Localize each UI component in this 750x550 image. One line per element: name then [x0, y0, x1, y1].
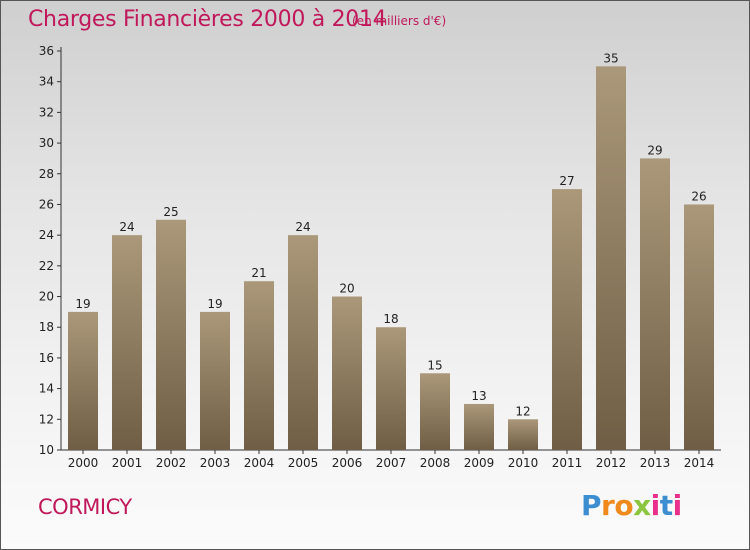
data-label: 12 [515, 404, 530, 418]
bar [200, 311, 230, 450]
logo-letter: r [601, 489, 615, 522]
y-tick-label: 20 [39, 290, 54, 304]
x-tick-label: 2014 [684, 456, 715, 470]
bar [288, 235, 318, 450]
y-tick-label: 12 [39, 412, 54, 426]
data-label: 27 [559, 174, 574, 188]
x-tick-label: 2004 [244, 456, 275, 470]
bar [464, 403, 494, 450]
y-tick-label: 24 [39, 228, 54, 242]
bar [640, 158, 670, 450]
data-label: 18 [383, 312, 398, 326]
x-tick-label: 2001 [112, 456, 143, 470]
bar [376, 327, 406, 450]
x-tick-label: 2000 [68, 456, 99, 470]
x-tick-label: 2009 [464, 456, 495, 470]
chart-title: Charges Financières 2000 à 2014 [28, 7, 387, 32]
logo-letter: P [581, 489, 602, 522]
x-tick-label: 2010 [508, 456, 539, 470]
y-tick-label: 32 [39, 105, 54, 119]
proxiti-logo: Proxiti [581, 489, 682, 522]
data-label: 35 [603, 51, 618, 65]
y-tick-label: 14 [39, 382, 54, 396]
data-label: 19 [207, 297, 222, 311]
x-tick-label: 2013 [640, 456, 671, 470]
logo-letter: x [633, 489, 651, 522]
bar [420, 373, 450, 450]
data-label: 24 [119, 220, 134, 234]
bar [68, 311, 98, 450]
y-tick-label: 34 [39, 75, 54, 89]
y-tick-label: 26 [39, 197, 54, 211]
x-tick-label: 2007 [376, 456, 407, 470]
x-tick-label: 2006 [332, 456, 363, 470]
data-label: 24 [295, 220, 310, 234]
bar [332, 296, 362, 450]
chart-subtitle: (en milliers d'€) [352, 14, 447, 28]
bar [156, 219, 186, 450]
x-tick-label: 2003 [200, 456, 231, 470]
data-label: 19 [75, 297, 90, 311]
y-tick-label: 16 [39, 351, 54, 365]
data-label: 26 [691, 189, 706, 203]
x-tick-label: 2008 [420, 456, 451, 470]
data-label: 15 [427, 358, 442, 372]
bar [684, 204, 714, 450]
data-label: 29 [647, 143, 662, 157]
y-tick-label: 22 [39, 259, 54, 273]
x-tick-label: 2005 [288, 456, 319, 470]
place-name: CORMICY [38, 495, 132, 519]
data-label: 13 [471, 389, 486, 403]
y-tick-label: 18 [39, 320, 54, 334]
logo-letter: i [650, 489, 661, 522]
data-label: 25 [163, 205, 178, 219]
y-tick-label: 30 [39, 136, 54, 150]
y-tick-label: 10 [39, 443, 54, 457]
logo-letter: i [672, 489, 683, 522]
data-label: 21 [251, 266, 266, 280]
logo-letter: t [659, 489, 673, 522]
x-tick-label: 2002 [156, 456, 187, 470]
data-label: 20 [339, 282, 354, 296]
x-tick-label: 2011 [552, 456, 583, 470]
logo-letter: o [614, 489, 634, 522]
bar [244, 281, 274, 450]
bar [508, 419, 538, 450]
y-tick-label: 28 [39, 167, 54, 181]
y-tick-label: 36 [39, 44, 54, 58]
bar [596, 66, 626, 450]
x-tick-label: 2012 [596, 456, 627, 470]
bar [552, 189, 582, 450]
bar [112, 235, 142, 450]
